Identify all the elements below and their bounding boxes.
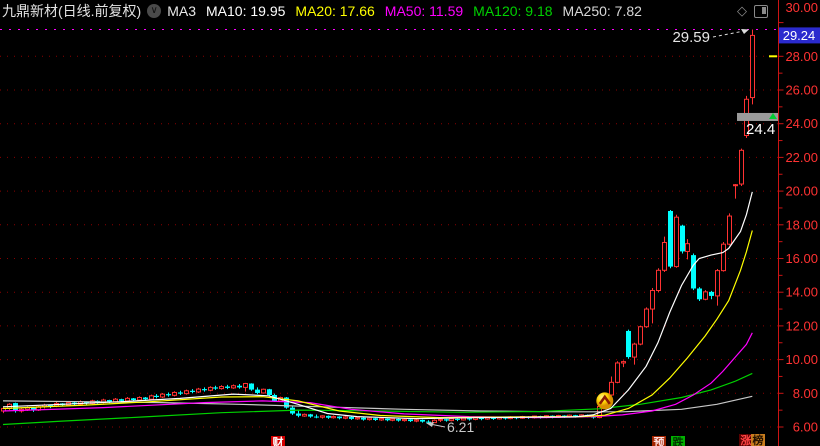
axis-label: 20.00 bbox=[785, 184, 818, 199]
event-marker-跌[interactable]: 跌 bbox=[671, 436, 685, 446]
legend-ma120: MA120: 9.18 bbox=[473, 3, 553, 19]
axis-label: 18.00 bbox=[785, 217, 818, 232]
svg-text:29.24: 29.24 bbox=[783, 28, 816, 43]
axis-label: 12.00 bbox=[785, 318, 818, 333]
diamond-icon[interactable]: ◇ bbox=[737, 3, 747, 18]
axis-label: 14.00 bbox=[785, 285, 818, 300]
event-marker-财[interactable]: 财 bbox=[271, 436, 285, 446]
current-price-tag: 29.24 bbox=[779, 27, 820, 44]
breakout-ball-marker[interactable] bbox=[596, 392, 614, 410]
ma-line-ma20 bbox=[2, 230, 753, 419]
axis-label: 24.00 bbox=[785, 116, 818, 131]
axis-label: 26.00 bbox=[785, 83, 818, 98]
candles-layer bbox=[1, 29, 755, 424]
panel-layout-icon[interactable] bbox=[754, 4, 768, 18]
svg-text:29.59: 29.59 bbox=[672, 29, 710, 46]
axis-label: 10.00 bbox=[785, 352, 818, 367]
axis-label: 28.00 bbox=[785, 49, 818, 64]
high-annotation: 29.59 bbox=[672, 29, 749, 46]
legend-ma250: MA250: 7.82 bbox=[562, 3, 642, 19]
event-marker-榜[interactable]: 榜 bbox=[751, 434, 765, 446]
price-axis: 30.00 28.00 26.00 24.00 22.00 20.00 18.00 16.00… bbox=[778, 0, 818, 446]
ma-line-ma120 bbox=[2, 372, 753, 426]
chevron-down-icon[interactable]: ∨ bbox=[147, 4, 162, 18]
ma-line-ma50 bbox=[2, 332, 753, 419]
axis-label: 22.00 bbox=[785, 150, 818, 165]
low-annotation: 6.21 bbox=[426, 419, 474, 435]
chart-header: 九鼎新材(日线.前复权) ∨ MA3 MA10: 19.95 MA20: 17.… bbox=[0, 0, 778, 22]
axis-label: 30.00 bbox=[785, 0, 818, 15]
legend-ma3: MA3 bbox=[167, 3, 197, 19]
legend-ma50: MA50: 11.59 bbox=[384, 3, 464, 19]
header-icons: ◇ bbox=[737, 3, 778, 19]
svg-text:6.21: 6.21 bbox=[447, 419, 474, 435]
event-marker-涨[interactable]: 涨 bbox=[739, 434, 753, 446]
stock-title: 九鼎新材(日线.前复权) bbox=[2, 3, 142, 19]
legend-ma20: MA20: 17.66 bbox=[295, 3, 375, 19]
ma-line-ma250 bbox=[2, 395, 753, 413]
axis-label: 16.00 bbox=[785, 251, 818, 266]
axis-label: 6.00 bbox=[793, 420, 818, 435]
ma-line-ma10 bbox=[2, 191, 753, 420]
axis-label: 8.00 bbox=[793, 386, 818, 401]
gridlines bbox=[0, 55, 778, 428]
legend-ma10: MA10: 19.95 bbox=[206, 3, 286, 19]
svg-text:24.4: 24.4 bbox=[746, 121, 775, 138]
event-marker-预[interactable]: 预 bbox=[652, 436, 666, 446]
gray-level-annotation: 24.4 bbox=[737, 112, 778, 138]
